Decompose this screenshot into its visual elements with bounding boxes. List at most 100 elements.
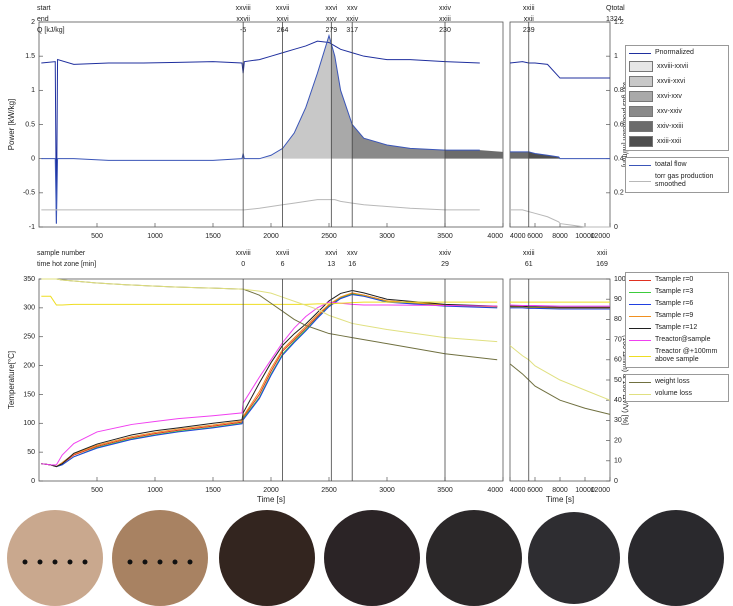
event-label: 61 — [525, 261, 533, 268]
y2-tick-label: 0 — [614, 478, 618, 485]
area-segment — [445, 150, 503, 159]
legend-box: toatal flow torr gas production smoothed — [625, 157, 729, 193]
x-tick-label: 3500 — [437, 233, 453, 240]
legend-label: xxviii-xxvii — [657, 62, 689, 70]
legend-label: weight loss — [655, 378, 690, 385]
y2-axis-label: (100-Δm/m) & 100-ΔV/V) [%] — [621, 335, 628, 425]
photo-dots — [22, 559, 193, 565]
legend-label: Tsample r=12 — [655, 324, 698, 331]
event-label: 279 — [325, 27, 337, 34]
x-tick-label: 500 — [91, 487, 103, 494]
x-tick-label: 3500 — [437, 487, 453, 494]
legend-swatch — [629, 76, 653, 87]
legend-line — [629, 52, 651, 54]
y2-tick-label: 20 — [614, 437, 622, 444]
event-label: 169 — [596, 261, 608, 268]
y-tick-label: 1 — [31, 87, 35, 94]
y2-tick-label: 1 — [614, 53, 618, 60]
event-label: -5 — [240, 27, 246, 34]
y2-tick-label: 60 — [614, 357, 622, 364]
legend-label: xxv-xxiv — [657, 107, 682, 115]
photo — [528, 512, 620, 604]
series-line — [509, 345, 611, 401]
x-tick-label: 500 — [91, 233, 103, 240]
row-label: Q [kJ/kg] — [37, 27, 65, 34]
legend-entry: xxvii-xxvi — [629, 76, 725, 87]
legend-line — [629, 180, 651, 182]
y-tick-label: 1.5 — [25, 53, 35, 60]
legend-label: xxvi-xxv — [657, 92, 682, 100]
y-tick-label: 100 — [23, 420, 35, 427]
event-label: xxvi — [325, 5, 338, 12]
legend-entry: xxvi-xxv — [629, 91, 725, 102]
event-label: xxvii — [236, 16, 250, 23]
legend-line — [629, 355, 651, 357]
legend-entry: Treactor @+100mm above sample — [629, 348, 725, 364]
event-label: xxvii — [276, 250, 290, 257]
legend-swatch — [629, 61, 653, 72]
x-tick-label: 1000 — [147, 487, 163, 494]
area-segment — [331, 43, 353, 159]
x-tick-label: 2500 — [321, 487, 337, 494]
legend-label: Tsample r=9 — [655, 312, 694, 319]
series-line — [41, 278, 498, 343]
x-tick-label: 8000 — [552, 487, 568, 494]
event-label: xxvii — [276, 5, 290, 12]
y2-tick-label: 0.4 — [614, 156, 624, 163]
series-line — [510, 151, 610, 160]
x-tick-label: 6000 — [527, 233, 543, 240]
legend-line — [629, 315, 651, 317]
event-label: xxiii — [523, 5, 535, 12]
area-segment — [243, 148, 283, 159]
event-label: xxv — [347, 5, 358, 12]
event-label: xxvi — [325, 250, 338, 257]
series-line — [41, 40, 480, 224]
legend-entry: xxiv-xxiii — [629, 121, 725, 132]
y-tick-label: 300 — [23, 305, 35, 312]
x-tick-label: 4000 — [487, 233, 503, 240]
legend-entry: Tsample r=6 — [629, 300, 725, 308]
y-tick-label: 0.5 — [25, 121, 35, 128]
area-segment — [528, 151, 610, 159]
legend-line — [629, 393, 651, 395]
x-tick-label: 4000 — [487, 487, 503, 494]
event-label: xxii — [597, 250, 608, 257]
x-tick-label: 4000 — [510, 233, 526, 240]
legend-entry: Tsample r=9 — [629, 312, 725, 320]
y-axis-label: Power [kW/kg] — [7, 99, 16, 151]
y2-tick-label: 0.6 — [614, 121, 624, 128]
area-segment — [282, 35, 332, 159]
event-label: xxv — [326, 16, 337, 23]
event-label: 230 — [439, 27, 451, 34]
legend-entry: Tsample r=3 — [629, 288, 725, 296]
x-tick-label: 1500 — [205, 233, 221, 240]
legend-label: Tsample r=0 — [655, 276, 694, 283]
legend-entry: weight loss — [629, 378, 725, 386]
series-line — [41, 199, 480, 211]
y2-tick-label: 30 — [614, 417, 622, 424]
legend-line — [629, 339, 651, 341]
x-tick-label: 10000 — [575, 233, 595, 240]
event-label: 239 — [523, 27, 535, 34]
legend-entry: xxv-xxiv — [629, 106, 725, 117]
y2-tick-label: 0.2 — [614, 190, 624, 197]
photo — [112, 510, 208, 606]
legend: Tsample r=0 Tsample r=3 Tsample r=6 Tsample… — [625, 272, 729, 402]
event-label: xxviii — [236, 5, 252, 12]
event-label: 6 — [281, 261, 285, 268]
legend-label: toatal flow — [655, 161, 687, 168]
legend-line — [629, 164, 651, 166]
event-label: xxiii — [523, 250, 535, 257]
legend-label: Treactor @+100mm above sample — [655, 348, 718, 363]
event-label: xxiv — [439, 250, 452, 257]
total-value: 1324 — [606, 16, 622, 23]
legend-label: Tsample r=6 — [655, 300, 694, 307]
total-label: Qtotal — [606, 5, 625, 12]
y-tick-label: 250 — [23, 334, 35, 341]
series-line — [510, 306, 610, 309]
y-axis-label: Temperature[°C] — [7, 351, 16, 409]
legend-line — [629, 291, 651, 293]
event-label: xxiv — [439, 5, 452, 12]
x-tick-label: 3000 — [379, 487, 395, 494]
